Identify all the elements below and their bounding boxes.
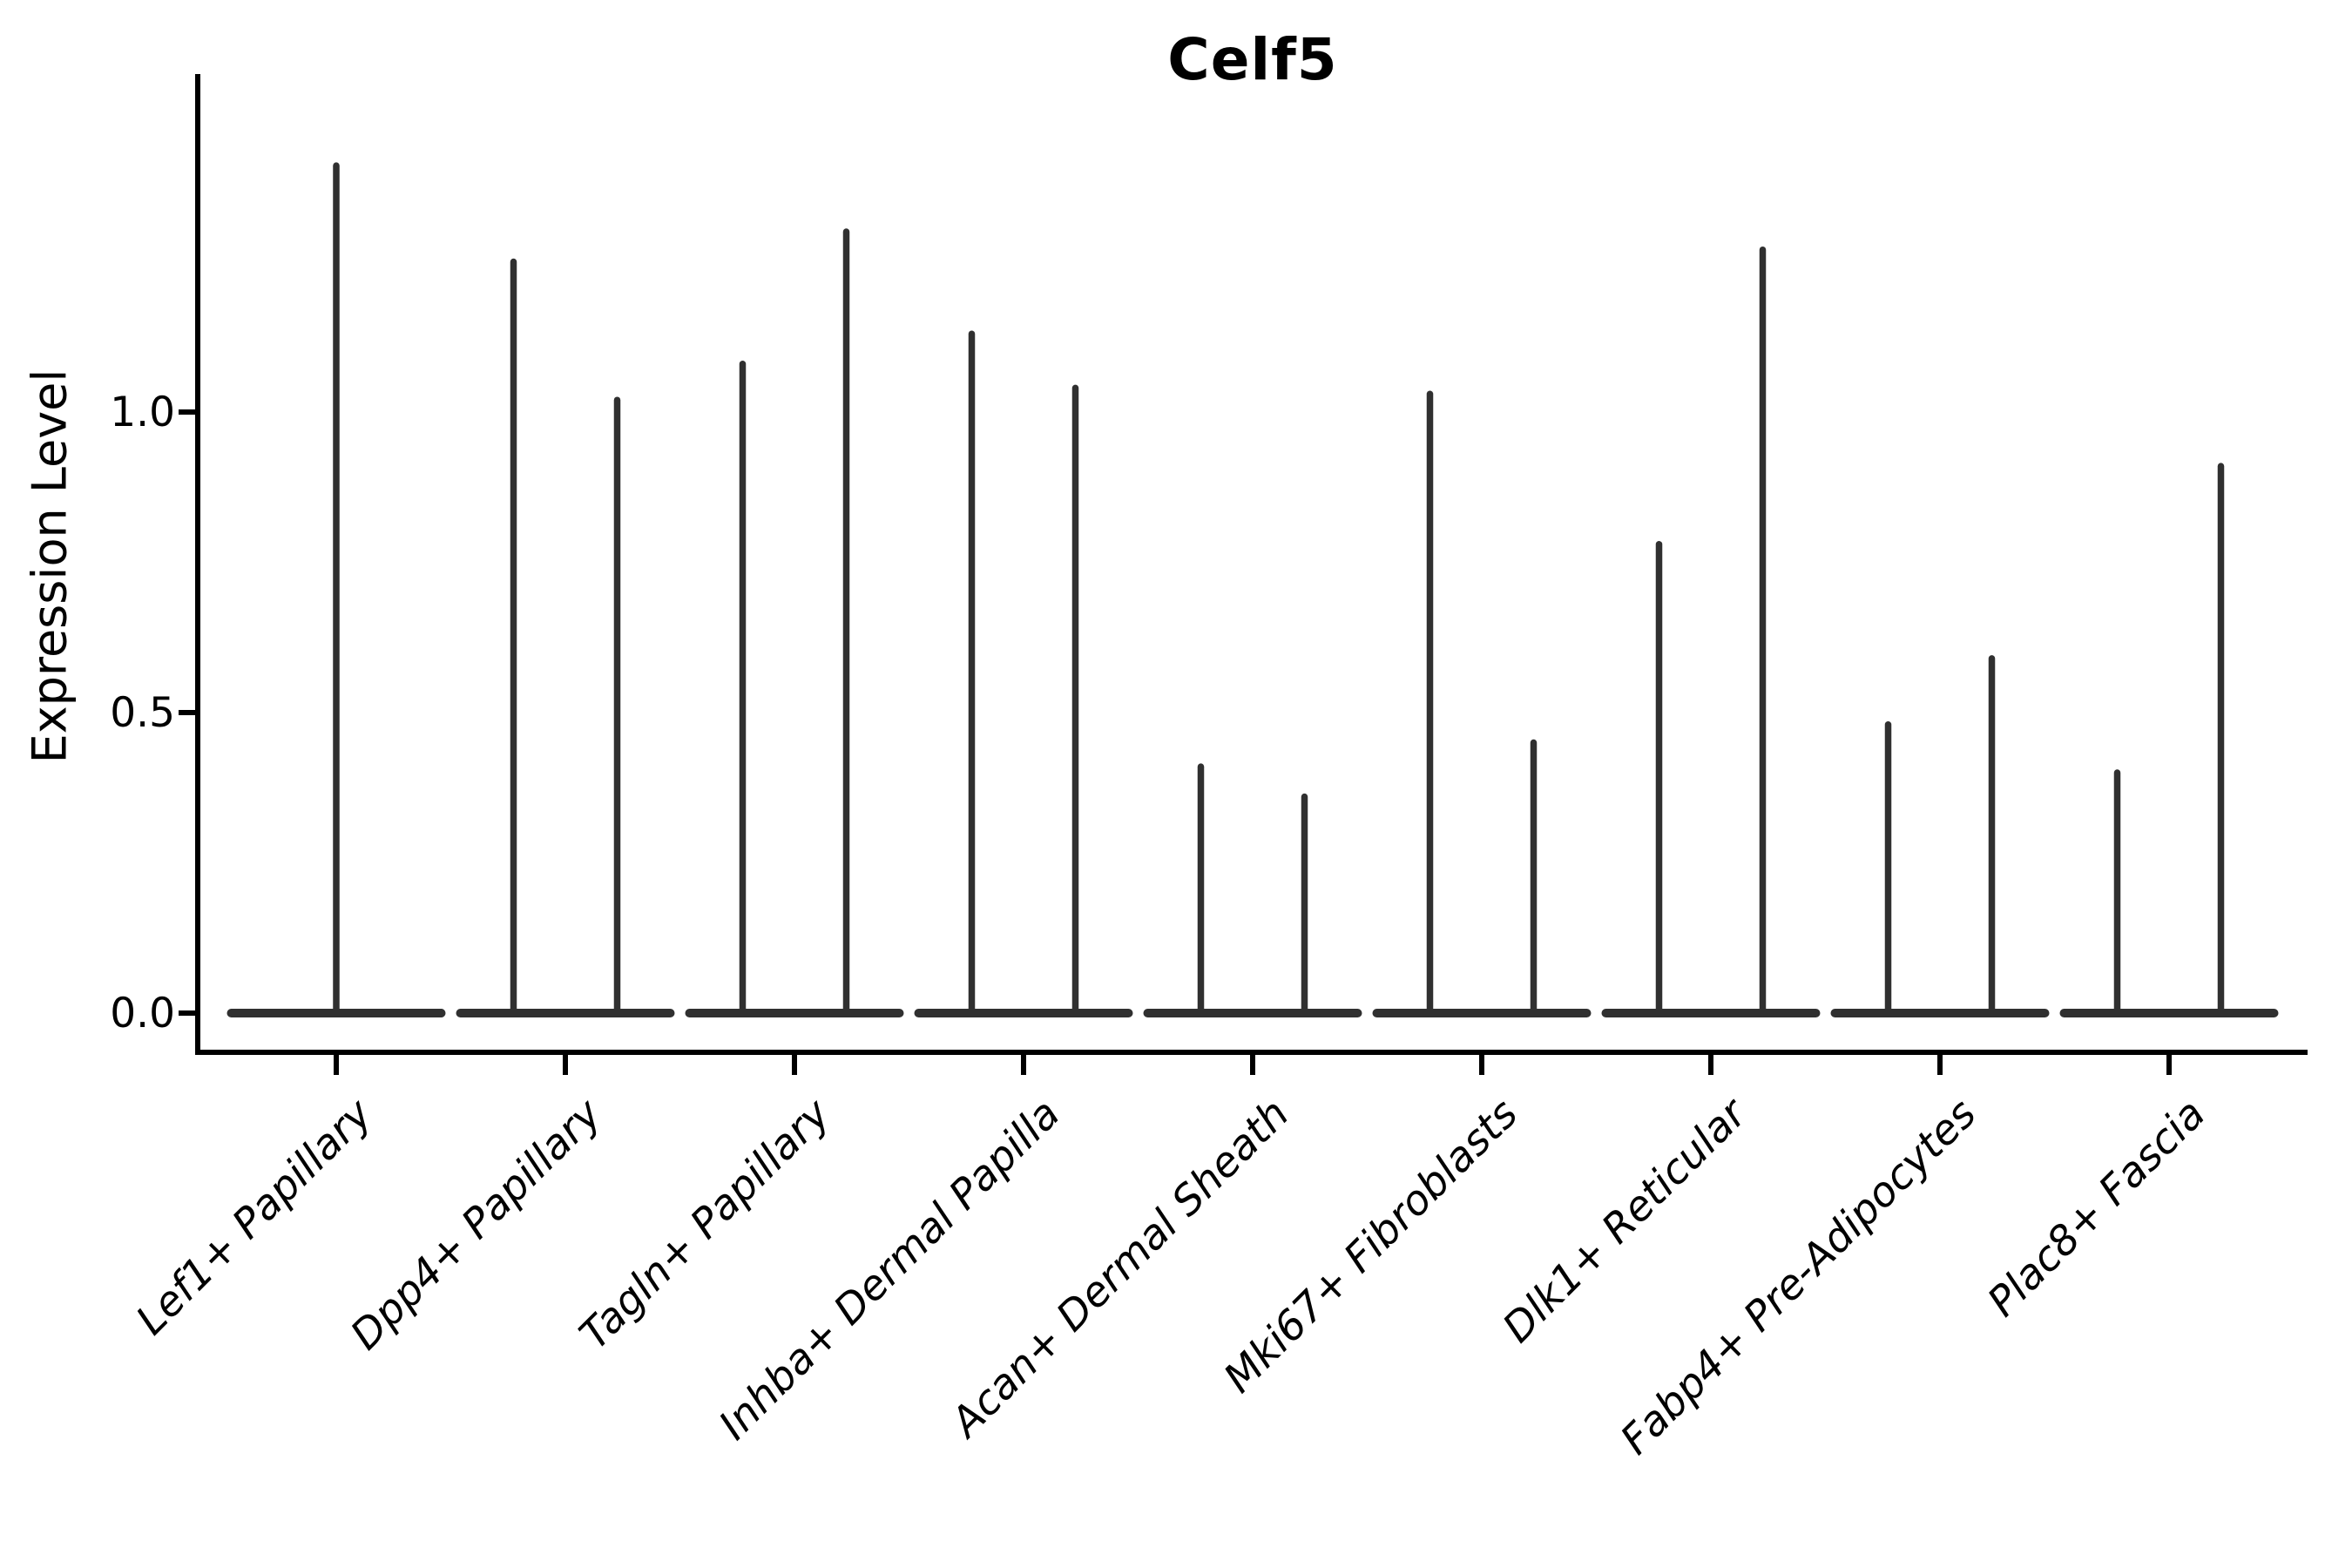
y-tick-label: 1.0 bbox=[110, 388, 175, 436]
y-tick-label: 0.0 bbox=[110, 989, 175, 1037]
y-tick-label: 0.5 bbox=[110, 688, 175, 737]
chart-title: Celf5 bbox=[1167, 26, 1338, 93]
